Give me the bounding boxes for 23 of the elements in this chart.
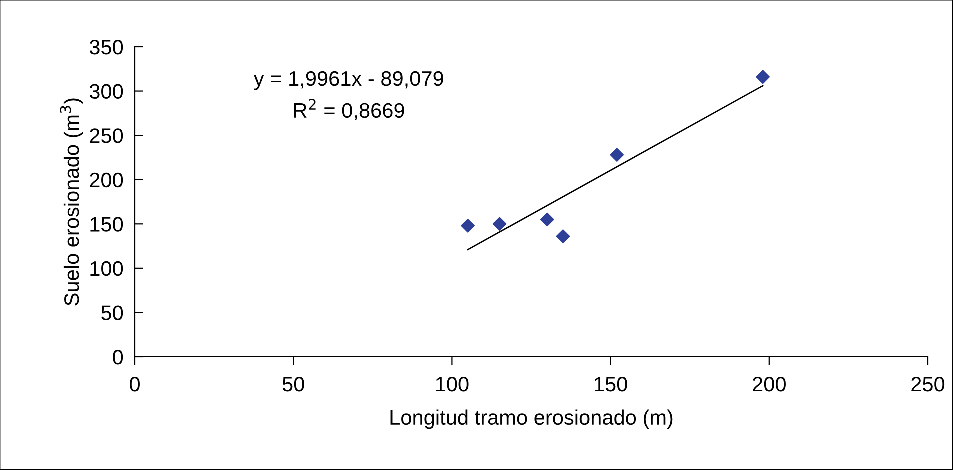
point (556, 230, 570, 244)
y-tick-label: 200 (90, 172, 124, 188)
point (492, 217, 507, 232)
y-tick-label: 250 (90, 128, 124, 144)
x-tick-label: 200 (753, 376, 786, 392)
y-axis-title: Suelo erosionado (m$^{3}$) (60, 98, 84, 306)
y-tick-label: 50 (102, 306, 124, 320)
y-tick-label: 350 (90, 40, 124, 55)
y-tick-label: 150 (90, 217, 124, 232)
x-axis-title: Longitud tramo erosionado (m) (390, 410, 673, 430)
y-tick-label: 100 (90, 261, 124, 276)
annotation: y = 1,9961x - 89,079 R$^{2}$ = 0,8669 (254, 71, 444, 121)
point (756, 70, 770, 84)
point (610, 148, 624, 162)
point (461, 219, 475, 233)
x-tick-label: 50 (282, 376, 304, 392)
x-tick-label: 100 (436, 376, 469, 392)
point (540, 212, 554, 227)
x-tick-label: 250 (912, 376, 945, 392)
y-tick-label: 0 (113, 350, 124, 365)
y-tick-label: 300 (90, 84, 124, 100)
x-tick-label: 0 (130, 376, 140, 392)
x-tick-label: 150 (595, 376, 628, 392)
